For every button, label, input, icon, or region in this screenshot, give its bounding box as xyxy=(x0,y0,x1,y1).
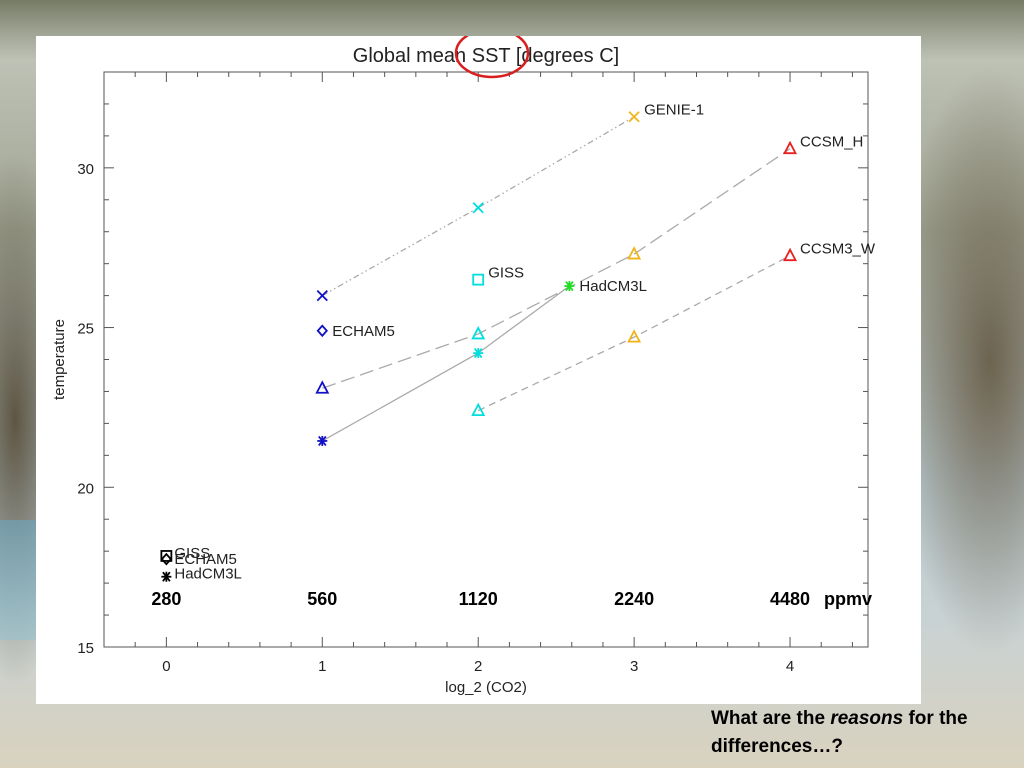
marker-ccsm-h xyxy=(783,140,798,155)
marker-ccsm-h xyxy=(471,326,486,340)
marker-hadcm3l xyxy=(473,348,484,359)
question-emphasis: reasons xyxy=(830,708,904,729)
annotation-echam5: ECHAM5 xyxy=(174,551,237,568)
annotation-ccsm3-w: CCSM3_W xyxy=(800,241,876,258)
sst-highlight-circle xyxy=(454,36,530,79)
ppmv-label: 2240 xyxy=(614,589,654,609)
annotation-hadcm3l: HadCM3L xyxy=(579,278,647,295)
marker-ccsm-h xyxy=(627,246,642,260)
y-tick-label: 25 xyxy=(77,321,94,338)
x-tick-label: 0 xyxy=(162,658,170,675)
annotation-genie-1: GENIE-1 xyxy=(644,102,704,119)
annotation-hadcm3l: HadCM3L xyxy=(174,566,242,583)
x-tick-label: 4 xyxy=(786,658,794,675)
marker-genie-1 xyxy=(628,111,640,123)
marker-hadcm3l xyxy=(161,571,172,582)
y-axis-label: temperature xyxy=(51,319,68,400)
question-suffix: for the differences…? xyxy=(711,708,968,757)
y-tick-label: 15 xyxy=(77,640,94,657)
marker-hadcm3l xyxy=(564,280,575,292)
series-line-genie-1 xyxy=(321,116,635,297)
chart-title: Global mean SST [degrees C] xyxy=(353,45,619,67)
series-line-ccsm-h xyxy=(322,148,791,389)
marker-genie-1 xyxy=(472,202,484,214)
ppmv-label: 4480 xyxy=(770,589,810,609)
marker-echam5 xyxy=(316,324,328,338)
x-axis-label: log_2 (CO2) xyxy=(445,679,527,696)
question-prefix: What are the xyxy=(711,708,831,729)
series-line-ccsm3-w xyxy=(477,255,791,412)
y-tick-label: 20 xyxy=(77,480,94,497)
marker-hadcm3l xyxy=(317,435,328,447)
annotation-giss: GISS xyxy=(174,545,210,562)
annotation-echam5: ECHAM5 xyxy=(332,323,395,340)
annotation-giss: GISS xyxy=(488,265,524,282)
marker-ccsm3-w xyxy=(627,329,642,343)
marker-ccsm3-w xyxy=(783,247,798,262)
marker-ccsm-h xyxy=(315,380,330,394)
series-line-hadcm3l xyxy=(321,285,570,442)
y-tick-label: 30 xyxy=(77,161,94,178)
ppmv-label: 1120 xyxy=(459,589,498,609)
discussion-question: What are the reasons for the differences… xyxy=(711,705,1016,761)
sst-chart: 15 20 25 30 0 1 2 3 4 log_2 (CO2) temperature Globa… xyxy=(51,36,876,696)
ppmv-label: 560 xyxy=(307,589,337,609)
x-tick-label: 3 xyxy=(630,658,638,675)
marker-giss xyxy=(160,550,173,562)
marker-ccsm3-w xyxy=(471,402,486,417)
marker-giss xyxy=(472,273,485,286)
ppmv-unit: ppmv xyxy=(824,589,872,609)
x-tick-label: 2 xyxy=(474,658,482,675)
annotation-ccsm-h: CCSM_H xyxy=(800,134,863,151)
ppmv-label: 280 xyxy=(151,589,181,609)
x-tick-label: 1 xyxy=(318,658,326,675)
chart-panel: 15 20 25 30 0 1 2 3 4 log_2 (CO2) temperature Globa… xyxy=(36,36,921,704)
marker-genie-1 xyxy=(316,289,328,302)
sea-glimpse xyxy=(0,520,40,640)
marker-echam5 xyxy=(160,552,173,566)
